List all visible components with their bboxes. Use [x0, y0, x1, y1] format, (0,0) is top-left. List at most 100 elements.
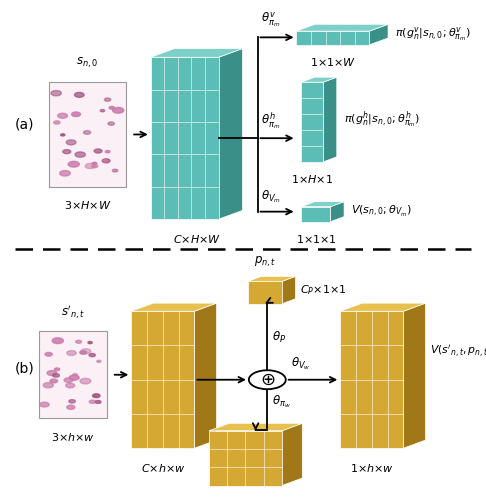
Polygon shape — [296, 24, 388, 31]
Circle shape — [68, 161, 79, 167]
Circle shape — [75, 152, 86, 157]
Circle shape — [58, 113, 68, 118]
Circle shape — [102, 159, 110, 163]
Circle shape — [104, 160, 107, 162]
Text: $s_{n,0}$: $s_{n,0}$ — [76, 55, 99, 70]
Circle shape — [54, 368, 60, 371]
Text: $p_{n,t}$: $p_{n,t}$ — [254, 254, 276, 269]
Circle shape — [40, 402, 49, 407]
Text: $\theta_{V_w}$: $\theta_{V_w}$ — [291, 356, 310, 373]
Circle shape — [69, 375, 79, 380]
Circle shape — [80, 351, 87, 354]
Text: $1{\times}h{\times}w$: $1{\times}h{\times}w$ — [350, 462, 394, 474]
Polygon shape — [340, 303, 426, 311]
Circle shape — [67, 351, 76, 356]
Circle shape — [89, 354, 95, 357]
Circle shape — [50, 379, 57, 383]
Circle shape — [52, 374, 59, 377]
Circle shape — [63, 149, 71, 154]
Circle shape — [66, 140, 76, 145]
Text: (a): (a) — [15, 118, 34, 131]
Text: $\theta^v_{\pi_m}$: $\theta^v_{\pi_m}$ — [261, 9, 281, 28]
Text: $\theta^h_{\pi_m}$: $\theta^h_{\pi_m}$ — [261, 110, 281, 130]
Polygon shape — [194, 303, 217, 448]
Text: $1{\times}1{\times}1$: $1{\times}1{\times}1$ — [295, 233, 336, 245]
Circle shape — [100, 110, 104, 112]
Polygon shape — [248, 276, 295, 281]
Circle shape — [43, 382, 53, 388]
Circle shape — [109, 107, 114, 109]
Polygon shape — [301, 82, 323, 162]
Text: $1{\times}H{\times}1$: $1{\times}H{\times}1$ — [291, 173, 333, 185]
Circle shape — [95, 400, 101, 403]
Text: $\pi(g^h_n|s_{n,0};\theta^h_{\pi_m})$: $\pi(g^h_n|s_{n,0};\theta^h_{\pi_m})$ — [344, 109, 420, 130]
Circle shape — [60, 170, 70, 176]
Circle shape — [104, 98, 111, 101]
Polygon shape — [282, 276, 295, 304]
Text: $\theta_{\pi_w}$: $\theta_{\pi_w}$ — [272, 393, 291, 410]
Polygon shape — [219, 49, 243, 219]
Polygon shape — [282, 423, 302, 486]
Circle shape — [93, 394, 100, 397]
Polygon shape — [296, 31, 369, 45]
Circle shape — [81, 349, 91, 354]
Circle shape — [92, 162, 97, 164]
Polygon shape — [340, 311, 403, 448]
Text: $C_P{\times}1{\times}1$: $C_P{\times}1{\times}1$ — [300, 283, 347, 297]
Polygon shape — [330, 202, 344, 222]
Circle shape — [113, 108, 124, 113]
Polygon shape — [209, 423, 302, 431]
Circle shape — [52, 338, 63, 344]
Circle shape — [51, 91, 61, 96]
Circle shape — [92, 164, 98, 168]
Circle shape — [249, 370, 286, 389]
Circle shape — [94, 149, 102, 153]
Text: $3{\times}h{\times}w$: $3{\times}h{\times}w$ — [51, 431, 95, 443]
Polygon shape — [323, 77, 337, 162]
Circle shape — [74, 93, 84, 97]
Circle shape — [54, 121, 60, 124]
Circle shape — [105, 150, 110, 153]
Polygon shape — [301, 207, 330, 222]
Polygon shape — [248, 281, 282, 304]
Circle shape — [47, 371, 57, 375]
Text: $\theta_{V_m}$: $\theta_{V_m}$ — [261, 189, 281, 205]
Text: $C{\times}h{\times}w$: $C{\times}h{\times}w$ — [140, 462, 185, 474]
Circle shape — [76, 340, 82, 343]
Circle shape — [64, 378, 73, 382]
Text: (b): (b) — [15, 362, 35, 375]
Polygon shape — [151, 49, 243, 57]
Text: $\pi(g^v_n|s_{n,0};\theta^v_{\pi_m})$: $\pi(g^v_n|s_{n,0};\theta^v_{\pi_m})$ — [396, 25, 471, 44]
Circle shape — [84, 130, 91, 134]
Text: $V(s'_{n,t},p_{n,t};\theta_{V_w},\theta_p)$: $V(s'_{n,t},p_{n,t};\theta_{V_w},\theta_… — [431, 344, 486, 361]
Circle shape — [80, 378, 91, 384]
Text: $s'_{n,t}$: $s'_{n,t}$ — [61, 303, 85, 321]
Circle shape — [88, 342, 92, 344]
Polygon shape — [131, 303, 217, 311]
Circle shape — [71, 112, 81, 117]
Circle shape — [97, 360, 101, 363]
Text: $C{\times}H{\times}W$: $C{\times}H{\times}W$ — [173, 233, 221, 245]
Circle shape — [69, 400, 75, 403]
Polygon shape — [131, 311, 194, 448]
Text: $\theta_P$: $\theta_P$ — [272, 330, 286, 345]
Circle shape — [112, 169, 118, 172]
Polygon shape — [403, 303, 426, 448]
Polygon shape — [151, 57, 219, 219]
Circle shape — [108, 122, 114, 125]
Polygon shape — [301, 77, 337, 82]
Circle shape — [73, 374, 77, 376]
Polygon shape — [49, 82, 126, 187]
Text: $\oplus$: $\oplus$ — [260, 371, 275, 389]
Polygon shape — [39, 331, 107, 418]
Polygon shape — [209, 431, 282, 486]
Polygon shape — [369, 24, 388, 45]
Circle shape — [67, 405, 75, 409]
Circle shape — [85, 163, 95, 169]
Circle shape — [89, 400, 96, 403]
Text: $V(s_{n,0};\theta_{V_m})$: $V(s_{n,0};\theta_{V_m})$ — [351, 204, 413, 219]
Polygon shape — [301, 202, 344, 207]
Circle shape — [61, 134, 65, 136]
Circle shape — [66, 383, 75, 388]
Text: $1{\times}1{\times}W$: $1{\times}1{\times}W$ — [310, 56, 356, 68]
